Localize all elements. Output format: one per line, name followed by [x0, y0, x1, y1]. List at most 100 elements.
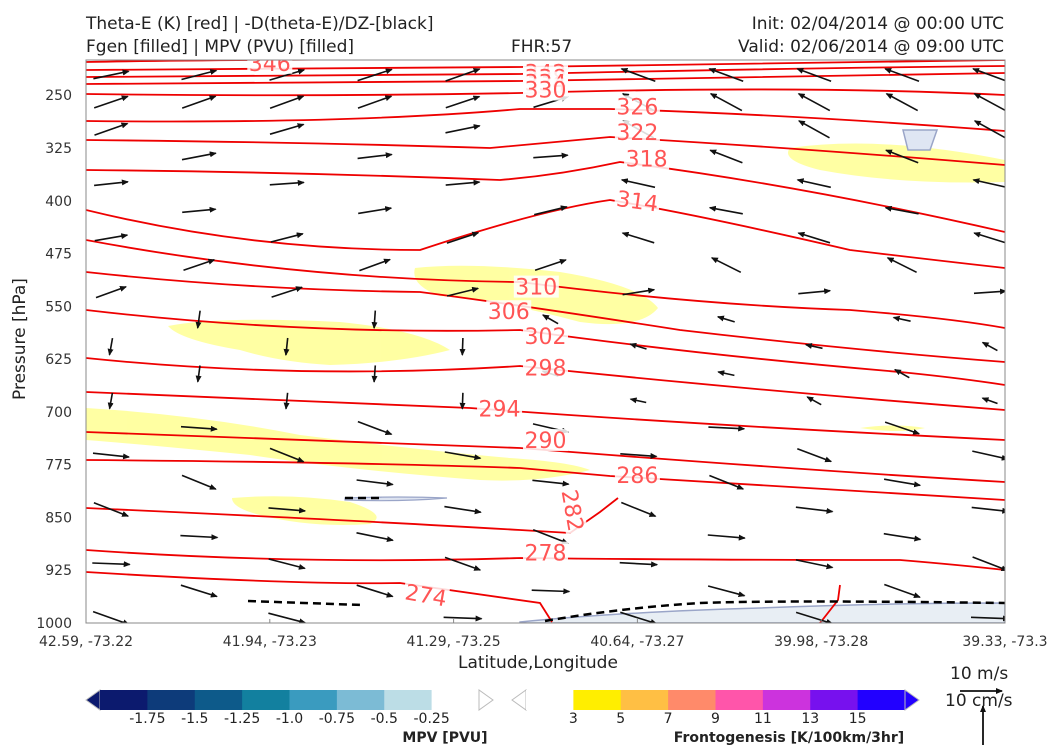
theta-e-line	[86, 199, 1005, 269]
fgen-area	[788, 143, 1005, 183]
wind-vector	[707, 534, 746, 541]
wind-vector	[357, 420, 393, 436]
theta-e-label: 298	[525, 357, 567, 382]
colorbar-swatch	[100, 690, 148, 710]
colorbar-swatch	[573, 690, 622, 710]
wind-vector	[270, 232, 304, 243]
wind-vector	[371, 310, 378, 330]
y-tick-label: 475	[45, 247, 72, 263]
theta-e-label-group: 330	[523, 78, 568, 104]
wind-vector	[446, 231, 480, 244]
wind-vector	[620, 68, 656, 82]
wind-vector	[269, 123, 305, 135]
colorbar-swatch	[810, 690, 859, 710]
wind-vector	[358, 206, 393, 215]
theta-e-line	[86, 60, 401, 63]
wind-vector	[716, 315, 735, 323]
wind-vector	[796, 68, 832, 82]
wind-vector	[973, 92, 1005, 112]
wind-vector	[796, 178, 831, 189]
theta-e-label-bg	[613, 186, 662, 215]
wind-vector	[181, 474, 217, 490]
theta-e-label-bg	[523, 78, 568, 101]
theta-e-label-group: 286	[614, 464, 660, 489]
theta-e-line	[86, 571, 553, 623]
wind-vector	[981, 341, 998, 352]
wind-vector	[709, 92, 743, 112]
wind-vector	[972, 556, 1005, 572]
theta-e-label-bg	[247, 60, 293, 74]
fgen-colorbar-title: Frontogenesis [K/100km/3hr]	[674, 730, 904, 746]
wind-vector	[283, 337, 290, 356]
wind-vector	[180, 534, 219, 541]
theta-e-label-group: 310	[513, 275, 559, 301]
theta-e-line	[86, 309, 1005, 386]
mpv-colorbar-title: MPV [PVU]	[402, 730, 487, 746]
colorbar-swatch	[289, 690, 338, 710]
dtheta-dz-contours	[247, 496, 1005, 623]
wind-vector	[621, 231, 655, 244]
y-tick-label: 625	[45, 352, 72, 368]
wind-vector	[798, 288, 832, 295]
theta-e-label-bg	[523, 356, 568, 379]
wind-vector	[357, 152, 393, 160]
wind-vector	[356, 479, 394, 487]
wind-vector	[93, 95, 129, 109]
wind-vector	[804, 343, 823, 350]
wind-vector	[271, 286, 303, 298]
mpv-area	[902, 129, 939, 151]
wind-vector	[972, 450, 1005, 461]
wind-vector	[269, 447, 305, 463]
theta-e-label-group: 346	[247, 60, 293, 77]
theta-e-label-bg	[523, 429, 568, 452]
theta-e-line	[86, 108, 1005, 132]
fgen-colorbar: 3 5 7 9 11 13 15	[511, 689, 920, 727]
wind-vector	[620, 452, 658, 459]
init-time-label: Init: 02/04/2014 @ 00:00 UTC	[751, 14, 1004, 34]
wind-vector	[884, 68, 920, 82]
wind-vector	[708, 68, 744, 82]
wind-vector	[534, 258, 567, 271]
colorbar-swatch	[715, 690, 764, 710]
wind-vector	[93, 69, 130, 80]
colorbar-tick-label: -1.5	[181, 711, 208, 727]
colorbar-swatch	[668, 690, 716, 710]
theta-e-label: 294	[479, 397, 521, 422]
wind-vector	[445, 95, 481, 109]
theta-e-line	[86, 357, 1005, 411]
plot-frame	[85, 59, 1006, 624]
wind-vector	[94, 179, 129, 187]
wind-vector	[182, 206, 217, 214]
wind-vector	[621, 501, 657, 518]
theta-e-label-bg	[513, 275, 559, 298]
wind-vector	[619, 561, 659, 568]
vector-key-arrows	[960, 688, 1003, 745]
colorbar-extend-left	[85, 689, 101, 711]
wind-vector	[795, 559, 834, 570]
y-tick-label: 1000	[36, 616, 72, 632]
theta-e-label: 290	[525, 429, 567, 454]
wind-vector	[542, 314, 559, 325]
theta-e-label-bg	[523, 324, 568, 347]
colorbar-tick-label: -0.5	[371, 711, 398, 727]
wind-vector	[973, 120, 1005, 139]
valid-time-label: Valid: 02/06/2014 @ 09:00 UTC	[738, 37, 1004, 57]
wind-vector	[708, 425, 746, 432]
theta-e-line	[86, 549, 1005, 571]
x-tick-label: 40.64, -73.27	[590, 634, 684, 650]
wind-vector	[707, 585, 746, 598]
wind-vector	[183, 258, 216, 272]
wind-vector	[970, 615, 1005, 622]
wind-vector	[885, 92, 919, 112]
x-tick-label: 41.94, -73.23	[223, 634, 317, 650]
y-tick-label: 400	[45, 194, 72, 210]
colorbar-tick-label: 15	[849, 711, 867, 727]
colorbar-swatch	[384, 690, 433, 710]
theta-e-label-group: 294	[477, 397, 523, 422]
wind-vector	[356, 532, 394, 543]
colorbar-tick-label: -0.25	[414, 711, 450, 727]
colorbar-tick-label: 7	[664, 711, 673, 727]
wind-vector	[269, 179, 305, 186]
wind-vector	[283, 392, 290, 410]
